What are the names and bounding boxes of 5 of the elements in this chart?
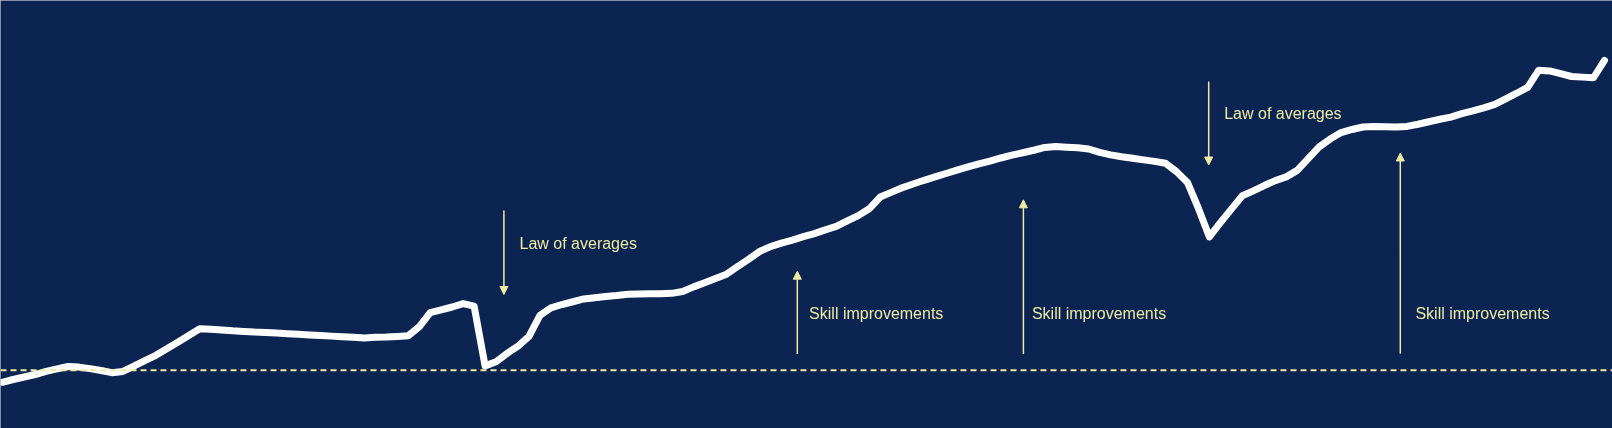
- annotation: Skill improvements: [1415, 304, 1550, 322]
- annotation: Law of averages: [519, 235, 637, 252]
- annotation: Law of averages: [1224, 105, 1342, 122]
- annotation: Skill improvements: [1031, 304, 1167, 322]
- annotation: Skill improvements: [809, 304, 944, 322]
